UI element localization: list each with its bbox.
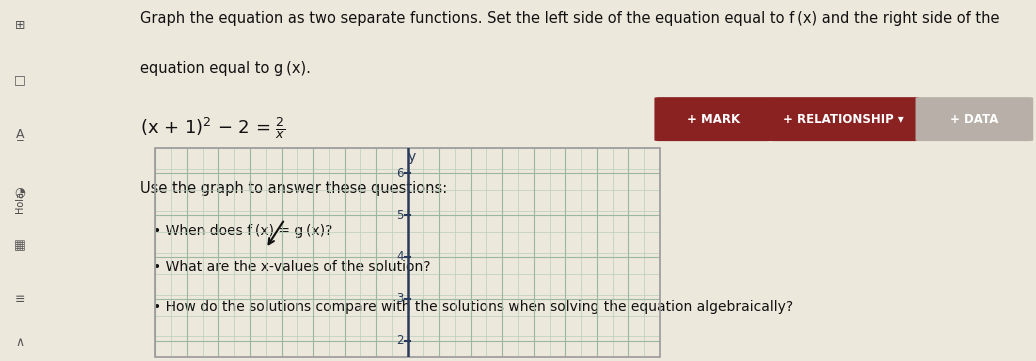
Text: (x + 1)$^2$ $-$ 2 = $\frac{2}{x}$: (x + 1)$^2$ $-$ 2 = $\frac{2}{x}$ xyxy=(140,116,286,141)
Text: 2: 2 xyxy=(397,334,404,347)
Text: 6: 6 xyxy=(397,167,404,180)
Text: • When does f (x) = g (x)?: • When does f (x) = g (x)? xyxy=(153,224,333,238)
Text: □: □ xyxy=(13,73,26,86)
Text: ∧: ∧ xyxy=(16,336,24,349)
Text: Graph the equation as two separate functions. Set the left side of the equation : Graph the equation as two separate funct… xyxy=(140,11,1000,26)
Text: ⊞: ⊞ xyxy=(15,19,25,32)
FancyBboxPatch shape xyxy=(769,97,919,141)
Text: ▦: ▦ xyxy=(13,239,26,252)
Text: A̲: A̲ xyxy=(16,127,24,140)
Text: equation equal to g (x).: equation equal to g (x). xyxy=(140,61,311,77)
Text: ◔: ◔ xyxy=(15,185,25,198)
Text: 5: 5 xyxy=(397,209,404,222)
FancyBboxPatch shape xyxy=(916,97,1033,141)
Text: + MARK: + MARK xyxy=(687,113,740,126)
Text: + RELATIONSHIP ▾: + RELATIONSHIP ▾ xyxy=(783,113,904,126)
Text: Hola: Hola xyxy=(15,191,25,213)
Text: • How do the solutions compare with the solutions when solving the equation alge: • How do the solutions compare with the … xyxy=(153,300,794,314)
Text: ≡: ≡ xyxy=(15,293,25,306)
Text: Use the graph to answer these questions:: Use the graph to answer these questions: xyxy=(140,180,448,196)
Text: y: y xyxy=(407,150,415,164)
Text: 4: 4 xyxy=(397,251,404,264)
Text: • What are the x‑values of the solution?: • What are the x‑values of the solution? xyxy=(153,260,431,274)
Text: 3: 3 xyxy=(397,292,404,305)
Text: + DATA: + DATA xyxy=(950,113,999,126)
FancyBboxPatch shape xyxy=(655,97,772,141)
